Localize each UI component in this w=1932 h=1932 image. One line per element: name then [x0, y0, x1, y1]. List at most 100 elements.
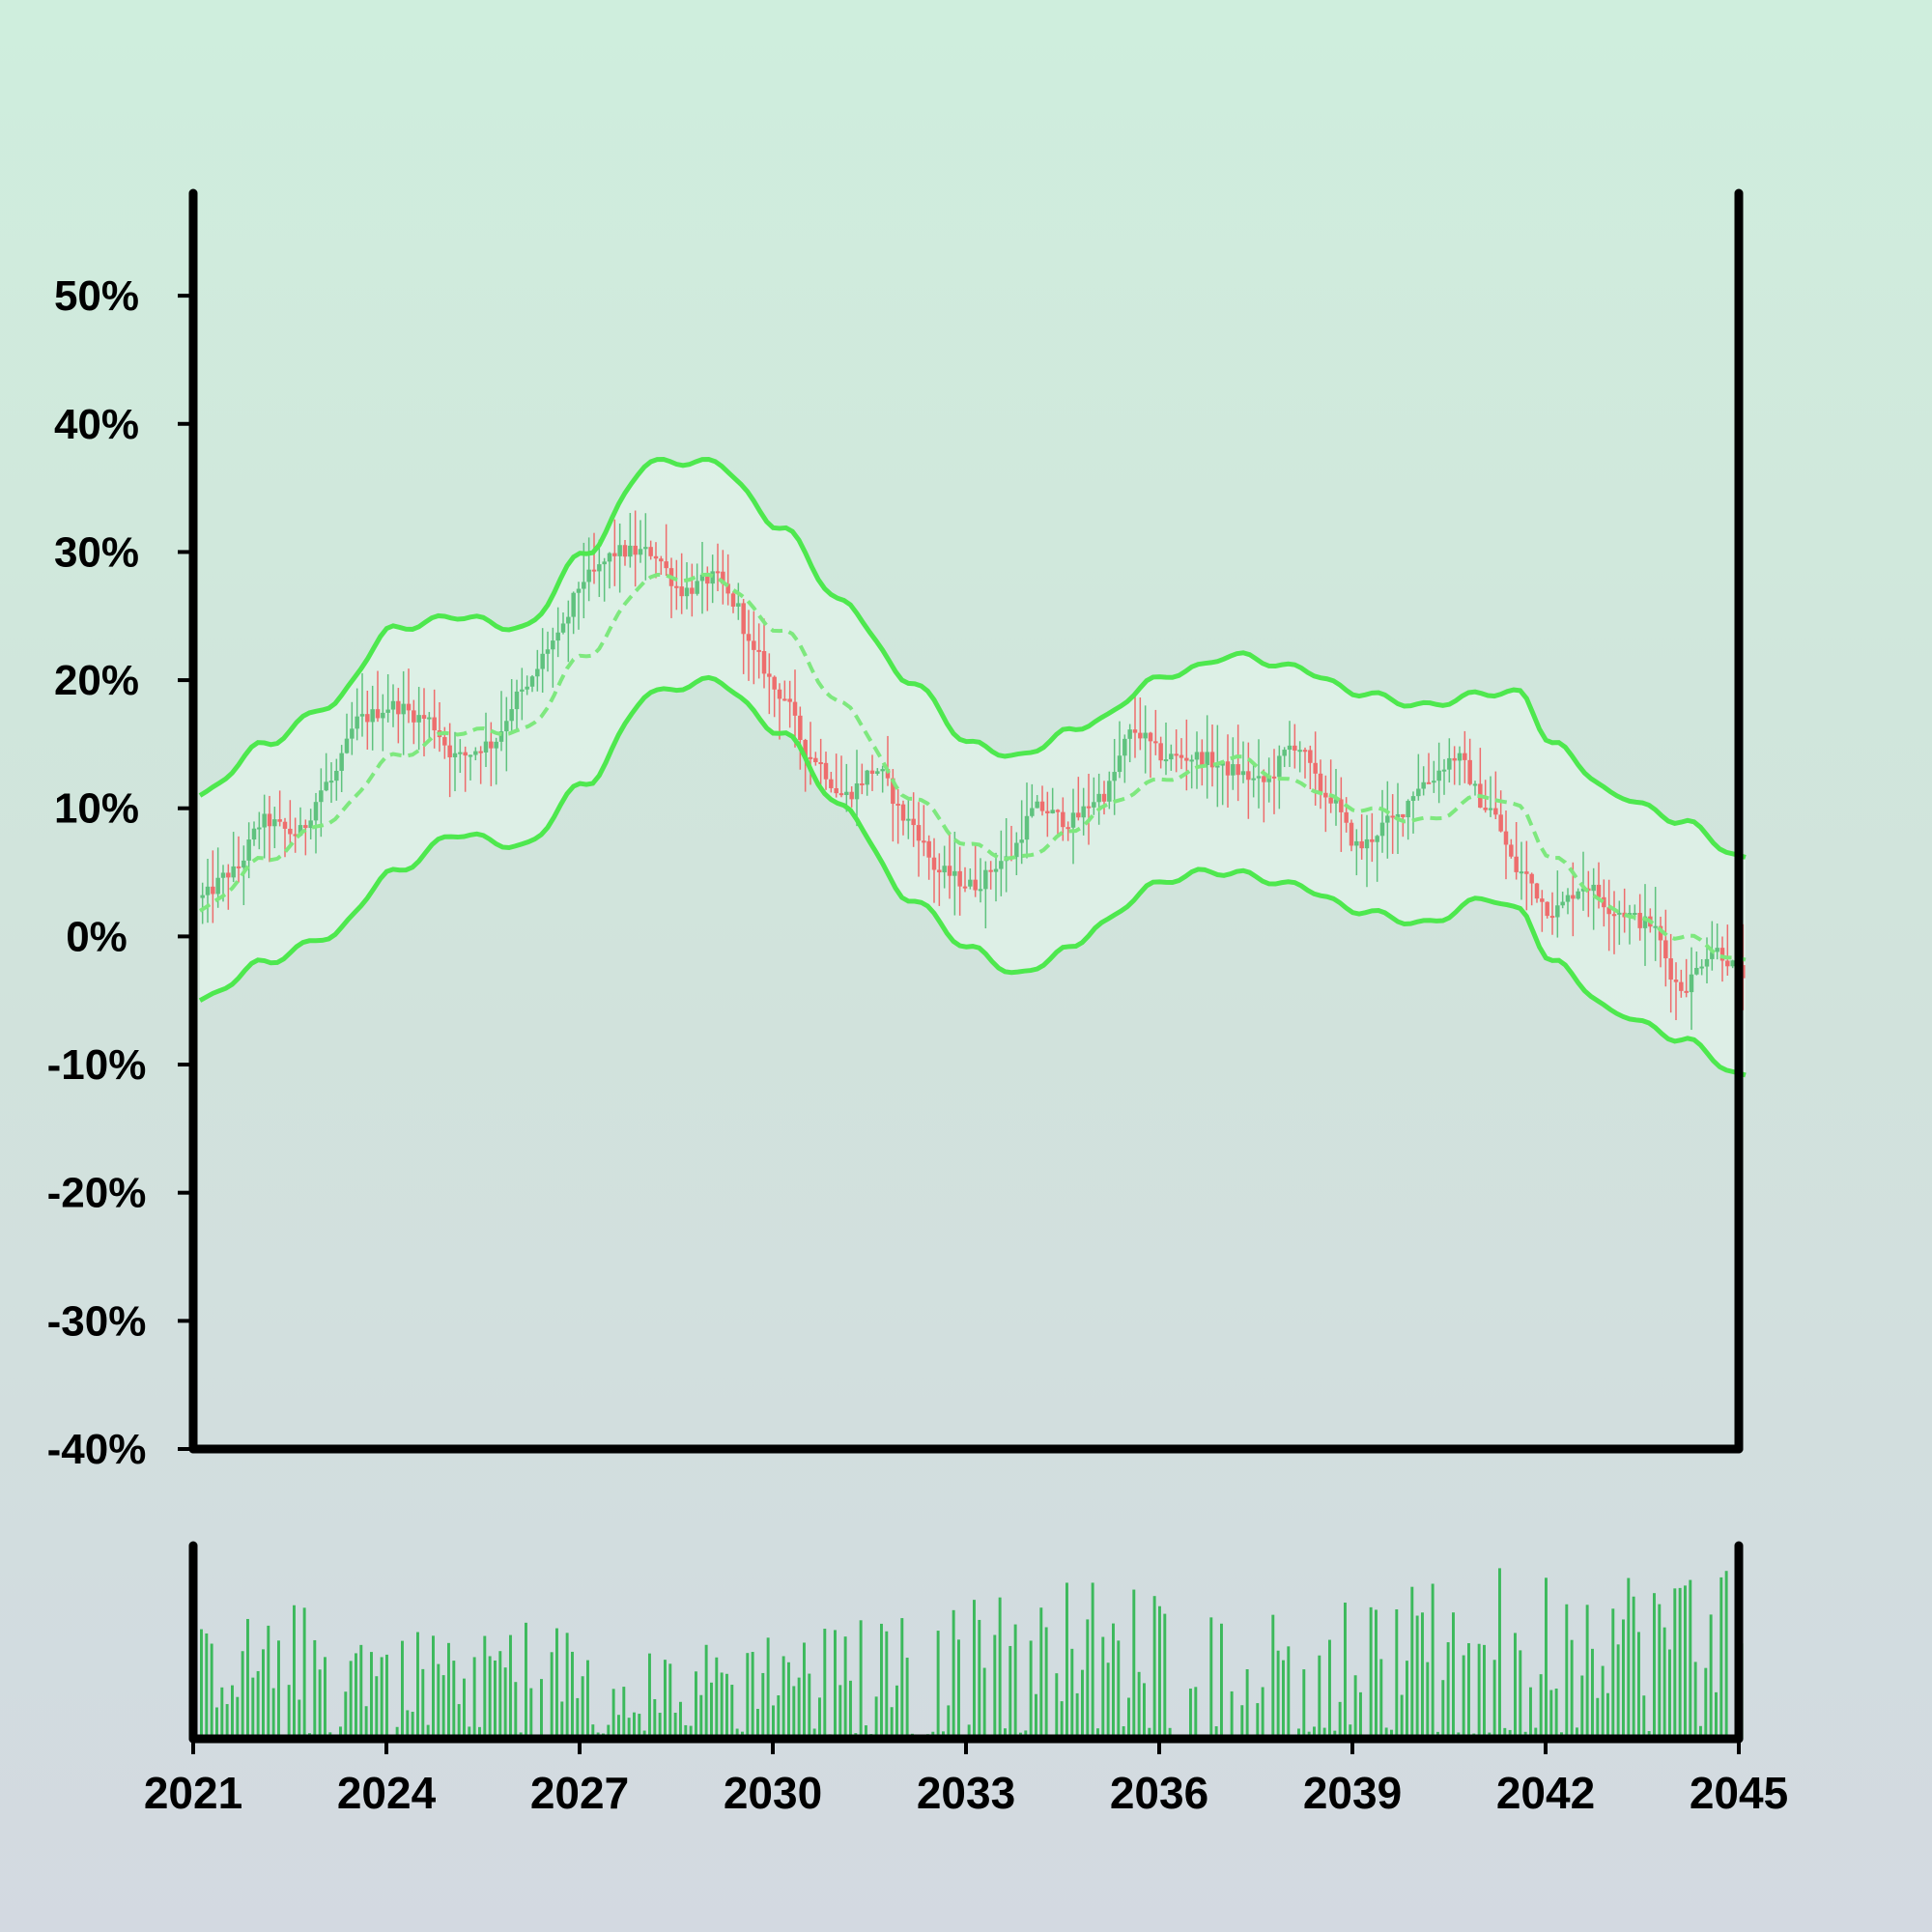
volume-bar [1529, 1687, 1532, 1739]
candle-body [1339, 799, 1344, 812]
candle-body [741, 603, 746, 635]
candle-body [679, 586, 684, 597]
volume-bar [251, 1677, 255, 1739]
candle-body [1117, 755, 1122, 773]
volume-bar [1554, 1688, 1558, 1739]
candle-body [236, 866, 242, 868]
candle-body [468, 754, 473, 757]
volume-bar [1406, 1661, 1408, 1739]
candle-body [725, 583, 730, 594]
candle-body [555, 632, 560, 641]
volume-bar [293, 1605, 296, 1739]
volume-bar [787, 1662, 790, 1739]
candle-body [370, 709, 375, 723]
volume-bar [1689, 1579, 1692, 1739]
candle-body [1498, 814, 1503, 832]
candle-body [1065, 827, 1070, 830]
candle-body [1529, 873, 1534, 884]
candle-body [509, 709, 514, 722]
y-tick-label: 20% [54, 657, 139, 704]
candle-body [1503, 831, 1509, 845]
volume-bar [1580, 1675, 1584, 1739]
y-tick-label: 40% [54, 401, 139, 448]
candle-body [262, 813, 267, 828]
candle-body [246, 839, 251, 861]
volume-bar [1483, 1644, 1486, 1739]
candle-body [1271, 776, 1277, 779]
volume-bar [246, 1618, 249, 1739]
candle-body [1302, 750, 1308, 753]
y-tick-label: -40% [47, 1426, 147, 1473]
candle-body [1715, 948, 1719, 952]
candle-body [566, 616, 571, 624]
volume-bar [993, 1634, 997, 1739]
candle-body [1096, 793, 1101, 803]
volume-bar [411, 1712, 414, 1739]
candle-body [962, 886, 968, 889]
candle-body [200, 895, 205, 898]
y-tick-label: 10% [54, 785, 139, 833]
volume-bar [1240, 1705, 1244, 1739]
volume-bar [664, 1660, 667, 1739]
volume-bar [262, 1649, 265, 1739]
candle-body [1225, 761, 1231, 776]
candle-body [829, 779, 834, 788]
candle-body [267, 813, 272, 827]
candle-body [838, 793, 844, 796]
volume-bar [978, 1619, 981, 1739]
candle-body [277, 819, 282, 822]
candle-body [1014, 842, 1019, 858]
volume-bar [1349, 1724, 1352, 1739]
candle-body [1406, 801, 1410, 818]
volume-bar [1379, 1659, 1383, 1739]
candle-body [730, 593, 736, 607]
candle-body [947, 866, 952, 876]
volume-bar [689, 1725, 693, 1739]
candle-body [993, 868, 999, 872]
candle-body [1467, 759, 1472, 784]
candle-body [1349, 822, 1354, 846]
volume-bar [838, 1685, 842, 1739]
volume-bar [1168, 1727, 1172, 1739]
volume-bar [952, 1609, 955, 1739]
candle-body [1189, 759, 1194, 762]
candle-body [931, 857, 937, 870]
candle-body [674, 585, 679, 588]
candle-body [869, 770, 875, 774]
candle-body [1493, 808, 1498, 815]
volume-bar [1534, 1727, 1538, 1739]
volume-bar [1576, 1727, 1578, 1739]
volume-bar [375, 1676, 379, 1739]
candle-body [638, 549, 643, 555]
candle-body [1699, 966, 1704, 969]
volume-bar [1313, 1726, 1316, 1739]
volume-bar [586, 1660, 589, 1739]
candle-body [412, 710, 416, 723]
volume-bar [874, 1696, 878, 1739]
volume-bar [1035, 1693, 1037, 1739]
volume-bar [498, 1651, 502, 1739]
candle-body [324, 781, 328, 791]
candle-body [303, 825, 308, 829]
volume-bar [472, 1657, 476, 1739]
volume-bar [1514, 1633, 1517, 1739]
candle-body [1580, 888, 1586, 892]
bollinger-upper-line [198, 457, 1747, 860]
volume-bar [1096, 1728, 1099, 1739]
candle-body [957, 870, 962, 887]
volume-bar [380, 1657, 384, 1739]
candle-body [1122, 738, 1127, 756]
candle-body [1143, 732, 1148, 739]
candle-body [1112, 772, 1117, 781]
volume-bar [1441, 1680, 1445, 1739]
candle-body [1209, 752, 1215, 768]
volume-bar [441, 1675, 445, 1739]
volume-bar [1616, 1644, 1620, 1739]
candle-body [344, 738, 350, 753]
x-tick-label: 2024 [337, 1768, 437, 1818]
candle-body [1488, 808, 1493, 810]
volume-bar [514, 1682, 518, 1739]
volume-bar [1668, 1649, 1671, 1739]
volume-bar [1606, 1692, 1609, 1739]
volume-bar [673, 1713, 677, 1739]
